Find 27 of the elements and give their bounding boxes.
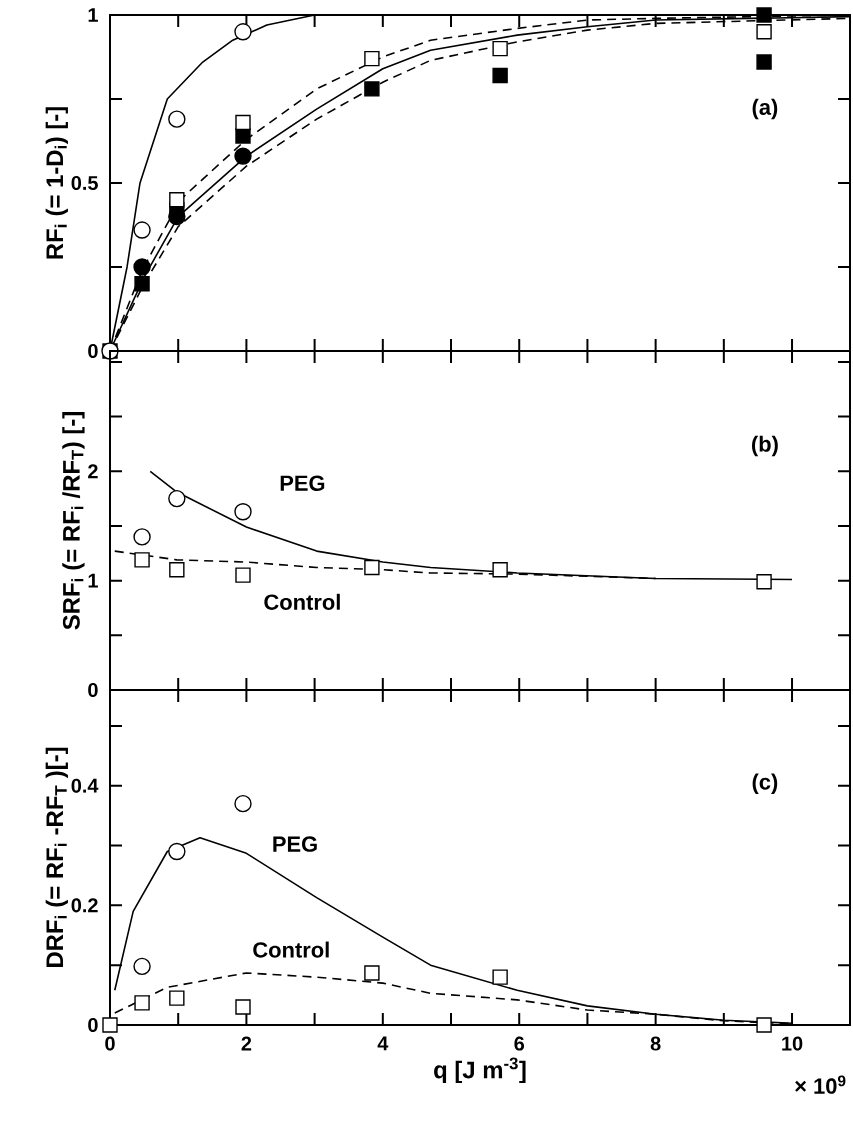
y-tick-label: 1 <box>88 8 98 22</box>
y-tick-label: 2 <box>88 464 98 479</box>
x-tick-label: 4 <box>377 1036 389 1051</box>
y-tick-label: 0 <box>88 343 98 359</box>
y-axis-title: DRF$_{i}$ (= RF$_{i}$ -RF$_{T}$ )[-] <box>45 747 68 968</box>
y-axis-title: RF$_{i}$ (= 1-D$_{i}$) [-] <box>45 107 68 259</box>
x-tick-label: 8 <box>650 1036 661 1051</box>
annotation: Control <box>264 593 340 610</box>
annotation: PEG <box>280 475 325 491</box>
y-tick-label: 0.4 <box>71 778 99 793</box>
y-tick-label: 0.2 <box>71 898 98 913</box>
y-tick-label: 1 <box>88 573 98 588</box>
x-tick-label: 2 <box>241 1036 252 1051</box>
annotation: Control <box>253 941 329 958</box>
x-tick-label: 10 <box>782 1036 803 1051</box>
x-axis-title: q [J m$^{-3}$] <box>434 1057 526 1084</box>
y-tick-label: 0.5 <box>71 175 98 191</box>
y-tick-label: 0 <box>88 1017 98 1033</box>
x-tick-label: 6 <box>514 1036 525 1051</box>
annotation: (b) <box>752 435 778 457</box>
y-axis-title: SRF$_{i}$ (= RF$_{i}$ /RF$_{T}$) [-] <box>62 412 85 630</box>
annotation: (c) <box>752 773 778 795</box>
y-tick-label: 0 <box>88 682 98 698</box>
text: × 10$^{9}$ <box>795 1075 846 1094</box>
annotation: (a) <box>752 98 778 120</box>
annotation: PEG <box>273 836 317 852</box>
x-tick-label: 0 <box>105 1036 115 1051</box>
